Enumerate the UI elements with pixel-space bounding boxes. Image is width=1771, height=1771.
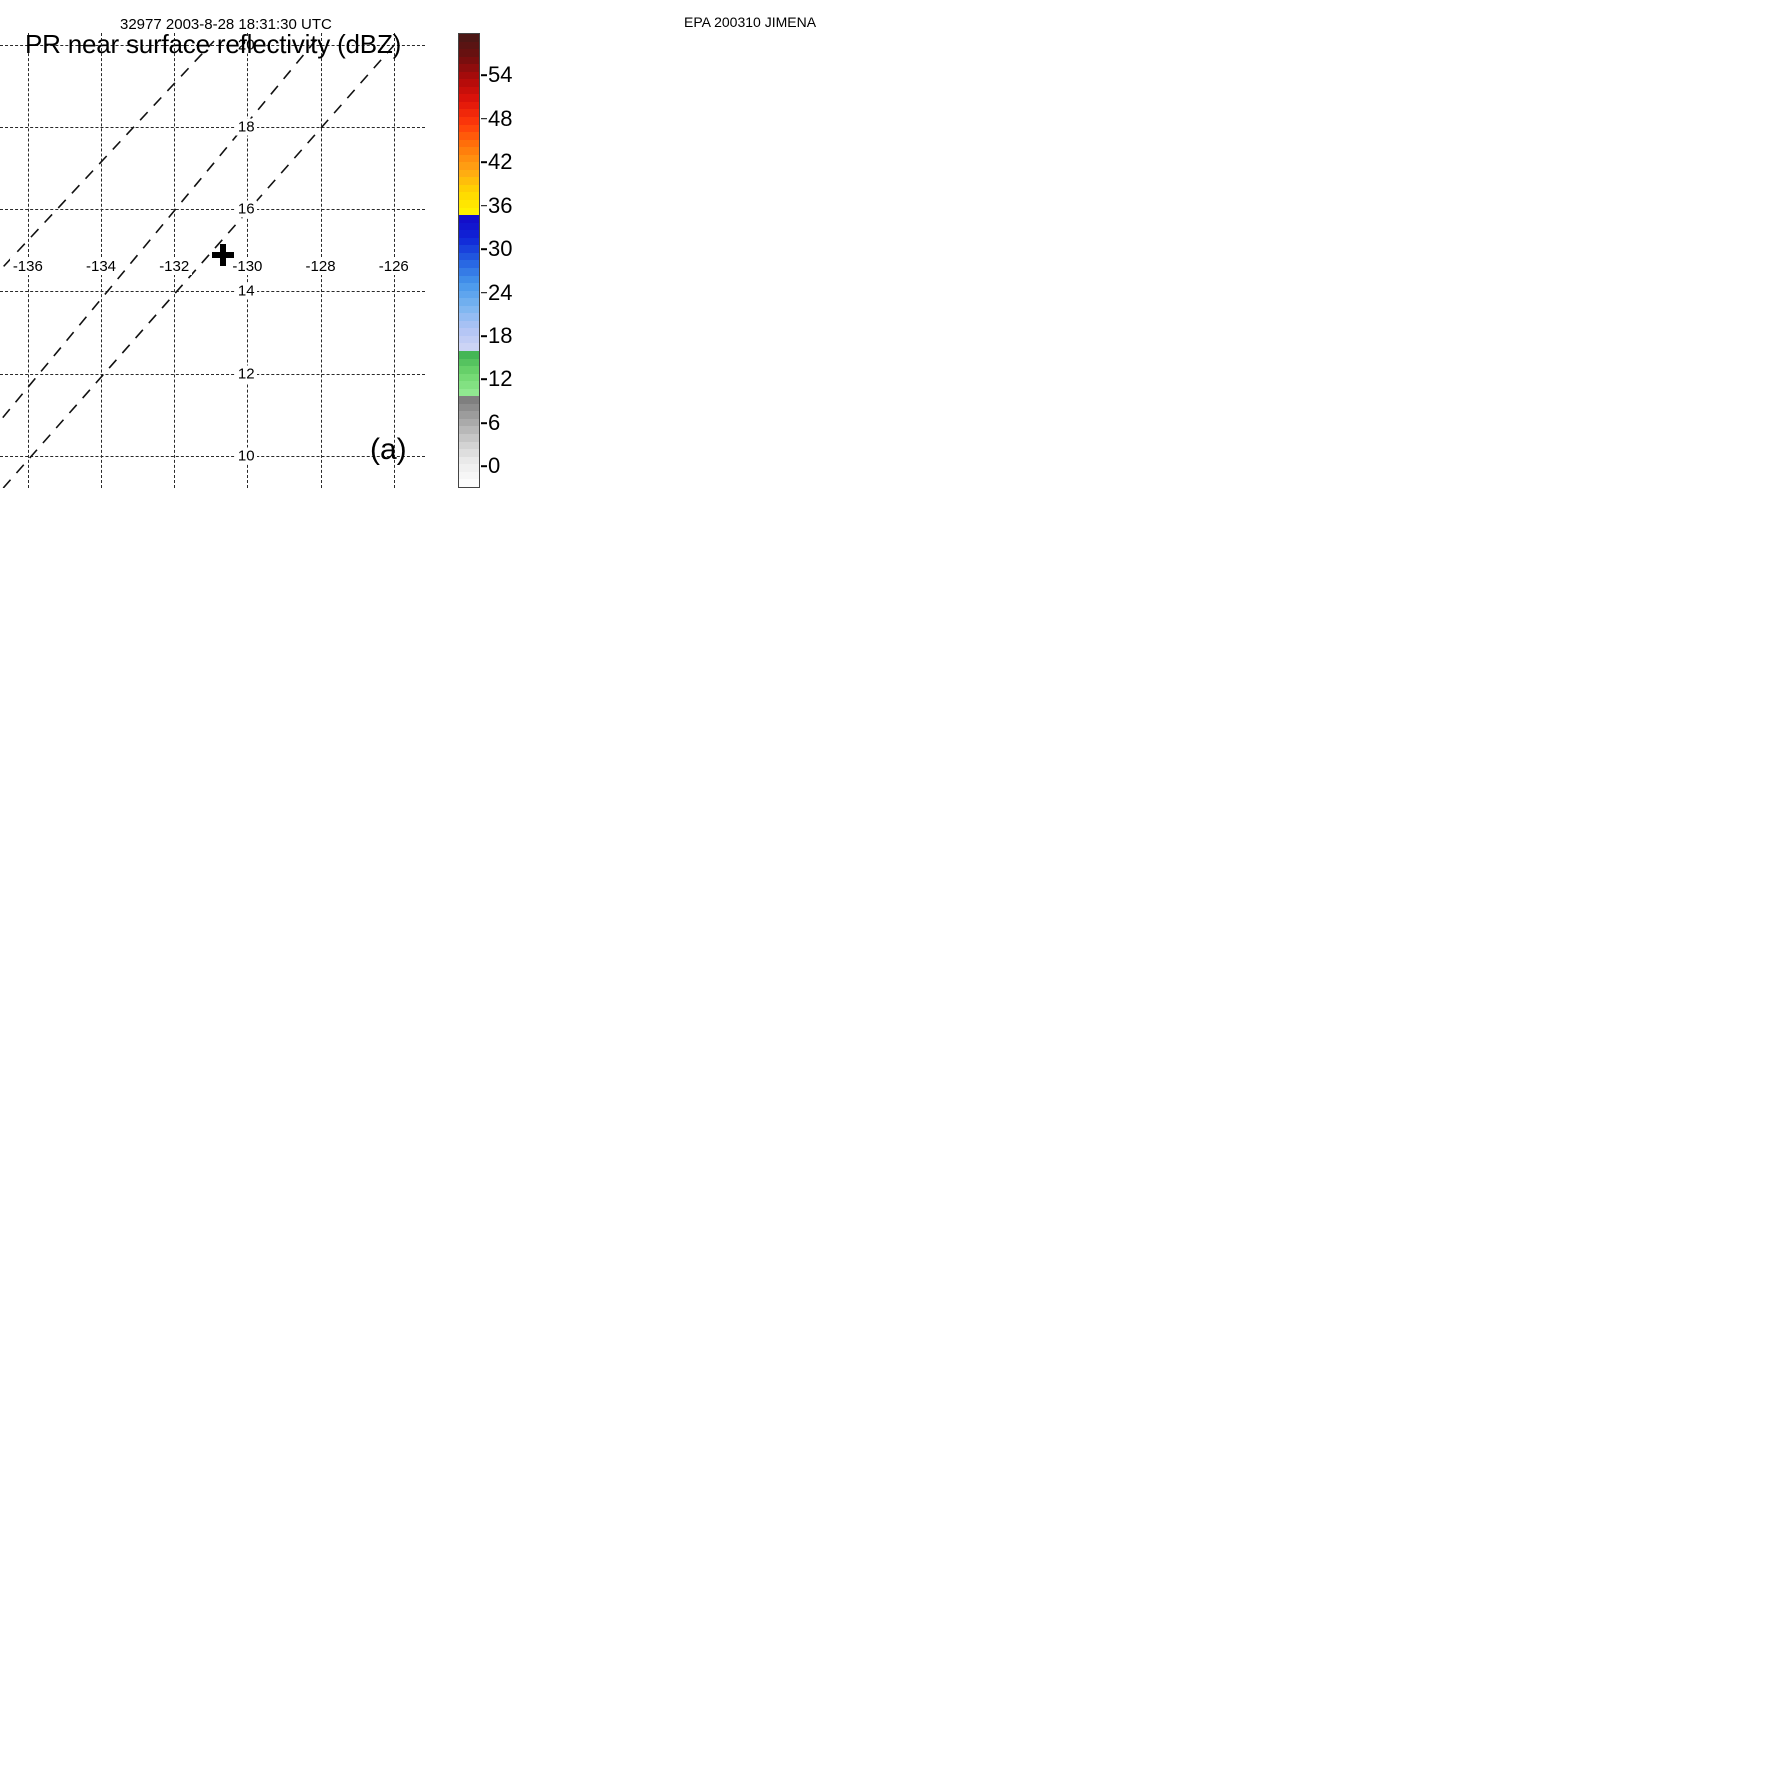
colorbar-tick-label: 0 bbox=[488, 453, 501, 479]
colorbar-tick-label: 36 bbox=[488, 192, 513, 218]
colorbar-segment bbox=[459, 184, 479, 193]
colorbar-segment bbox=[459, 260, 479, 268]
center-cross-marker bbox=[212, 244, 234, 266]
colorbar-segment bbox=[459, 132, 479, 140]
colorbar-segment bbox=[459, 207, 479, 216]
x-tick-label: -134 bbox=[83, 258, 120, 276]
x-tick-label: -128 bbox=[302, 258, 339, 276]
colorbar-segment bbox=[459, 117, 479, 125]
colorbar-tick-label: 30 bbox=[488, 236, 513, 262]
colorbar-segment bbox=[459, 418, 479, 427]
colorbar-segment bbox=[459, 358, 479, 367]
colorbar-tick-label: 6 bbox=[488, 409, 501, 435]
colorbar-segment bbox=[459, 328, 479, 336]
colorbar-segment bbox=[459, 124, 479, 133]
colorbar-segment bbox=[459, 56, 479, 65]
colorbar-segment bbox=[459, 245, 479, 253]
colorbar-segment bbox=[459, 71, 479, 80]
y-tick-label: 12 bbox=[235, 365, 257, 383]
colorbar-segment bbox=[459, 283, 479, 291]
colorbar-segment bbox=[459, 350, 479, 359]
colorbar-segment bbox=[459, 64, 479, 72]
colorbar-segment bbox=[459, 343, 479, 351]
colorbar-segment bbox=[459, 388, 479, 397]
colorbar-tick-label: 12 bbox=[488, 366, 513, 392]
y-tick-label: 10 bbox=[235, 447, 257, 465]
colorbar-segment bbox=[459, 200, 479, 208]
colorbar-segment bbox=[459, 139, 479, 148]
colorbar-segment bbox=[459, 192, 479, 201]
colorbar-segment bbox=[459, 456, 479, 465]
colorbar-segment bbox=[459, 403, 479, 412]
colorbar-tick-label: 48 bbox=[488, 105, 513, 131]
colorbar-segment bbox=[459, 169, 479, 178]
colorbar-a bbox=[458, 33, 480, 488]
colorbar-segment bbox=[459, 449, 479, 457]
colorbar-segment bbox=[459, 177, 479, 185]
colorbar-segment bbox=[459, 267, 479, 276]
y-tick-label: 18 bbox=[235, 118, 257, 136]
header-left-timestamp: 32977 2003-8-28 18:31:30 UTC bbox=[120, 16, 332, 33]
panel-a: -136 -134 -132 -130 -128 -126 20 18 16 14 12 10 PR n… bbox=[0, 29, 545, 488]
colorbar-segment bbox=[459, 41, 479, 50]
colorbar-segment bbox=[459, 275, 479, 284]
swath-edges-a bbox=[0, 33, 397, 488]
colorbar-segment bbox=[459, 230, 479, 238]
colorbar-tick-label: 42 bbox=[488, 149, 513, 175]
colorbar-segment bbox=[459, 313, 479, 321]
x-tick-label: -132 bbox=[156, 258, 193, 276]
colorbar-segment bbox=[459, 49, 479, 57]
colorbar-segment bbox=[459, 396, 479, 404]
colorbar-segment bbox=[459, 471, 479, 480]
colorbar-segment bbox=[459, 366, 479, 374]
colorbar-segment bbox=[459, 94, 479, 102]
y-tick-label: 20 bbox=[235, 36, 257, 54]
colorbar-segment bbox=[459, 335, 479, 344]
x-tick-label: -136 bbox=[9, 258, 46, 276]
colorbar-ticklabels-a: 54 48 42 36 30 24 18 12 6 0 bbox=[488, 33, 588, 488]
y-tick-label: 14 bbox=[235, 282, 257, 300]
colorbar-tick-label: 18 bbox=[488, 323, 513, 349]
colorbar-segment bbox=[459, 79, 479, 87]
panel-letter-a: (a) bbox=[370, 433, 407, 466]
colorbar-tick-label: 54 bbox=[488, 62, 513, 88]
colorbar-segment bbox=[459, 305, 479, 314]
plot-area-a[interactable]: -136 -134 -132 -130 -128 -126 20 18 16 14 12 10 bbox=[0, 33, 425, 488]
colorbar-segment bbox=[459, 162, 479, 170]
colorbar-segment bbox=[459, 101, 479, 110]
colorbar-segment bbox=[459, 381, 479, 389]
colorbar-segment bbox=[459, 290, 479, 299]
colorbar-segment bbox=[459, 479, 479, 487]
colorbar-segment bbox=[459, 464, 479, 472]
x-tick-label: -130 bbox=[229, 258, 266, 276]
colorbar-segment bbox=[459, 320, 479, 329]
colorbar-segment bbox=[459, 154, 479, 163]
x-tick-label: -126 bbox=[375, 258, 412, 276]
colorbar-segment bbox=[459, 86, 479, 95]
colorbar-segment bbox=[459, 411, 479, 419]
colorbar-segment bbox=[459, 373, 479, 382]
colorbar-segment bbox=[459, 426, 479, 434]
panel-title-a: PR near surface reflectivity (dBZ) bbox=[25, 29, 402, 59]
colorbar-segment bbox=[459, 34, 479, 42]
colorbar-segment bbox=[459, 237, 479, 246]
colorbar-segment bbox=[459, 109, 479, 118]
colorbar-segment bbox=[459, 298, 479, 306]
colorbar-segment bbox=[459, 441, 479, 450]
header-center-title: EPA 200310 JIMENA bbox=[684, 14, 817, 30]
colorbar-segment bbox=[459, 433, 479, 442]
colorbar-segment bbox=[459, 147, 479, 155]
colorbar-tick-label: 24 bbox=[488, 279, 513, 305]
y-tick-label: 16 bbox=[235, 200, 257, 218]
colorbar-segment bbox=[459, 222, 479, 231]
colorbar-segment bbox=[459, 215, 479, 223]
colorbar-segment bbox=[459, 252, 479, 261]
